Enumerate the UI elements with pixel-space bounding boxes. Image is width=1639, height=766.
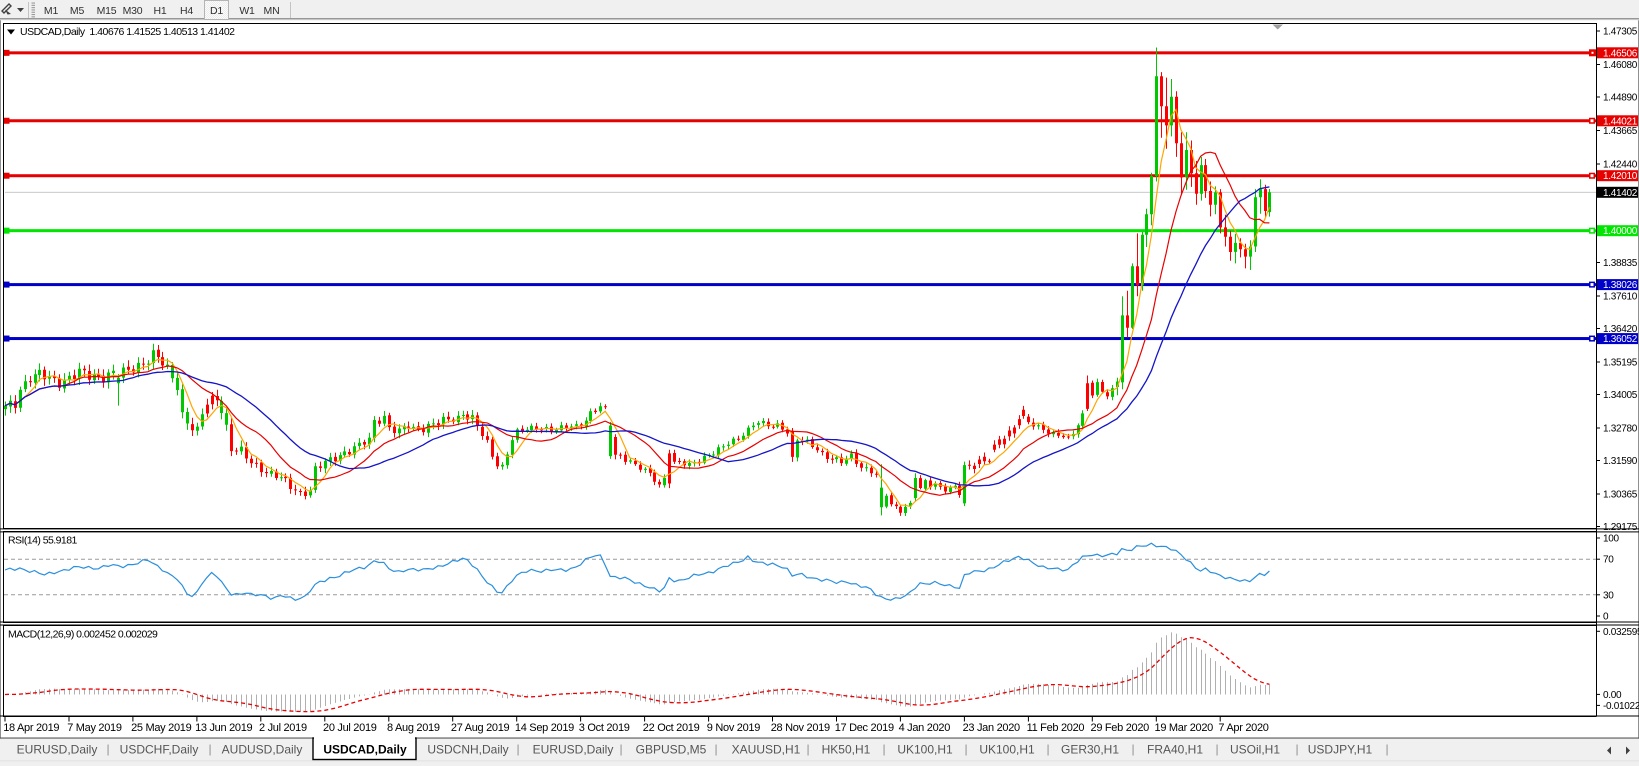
svg-text:USDCNH,Daily: USDCNH,Daily [427,743,508,757]
svg-text:|: | [1295,742,1298,756]
svg-text:4 Jan 2020: 4 Jan 2020 [899,722,951,734]
svg-text:USDCHF,Daily: USDCHF,Daily [120,743,199,757]
svg-text:1.30365: 1.30365 [1603,490,1638,501]
svg-text:W1: W1 [239,5,255,17]
svg-text:|: | [714,742,717,756]
svg-text:USDCAD,Daily 1.40676 1.41525: USDCAD,Daily 1.40676 1.41525 1.40513 1.4… [20,26,235,38]
svg-text:2 Jul 2019: 2 Jul 2019 [259,722,307,734]
svg-text:|: | [882,742,885,756]
svg-text:8 Aug 2019: 8 Aug 2019 [387,722,440,734]
svg-text:FRA40,H1: FRA40,H1 [1147,743,1203,757]
svg-text:|: | [964,742,967,756]
svg-text:|: | [208,742,211,756]
svg-text:MACD(12,26,9) 0.002452 0.00202: MACD(12,26,9) 0.002452 0.002029 [8,629,158,641]
svg-text:1.36420: 1.36420 [1603,324,1638,335]
svg-text:1.29175: 1.29175 [1603,522,1638,533]
svg-text:0.00: 0.00 [1603,690,1622,701]
svg-text:1.42440: 1.42440 [1603,160,1638,171]
svg-text:0.032595: 0.032595 [1603,627,1639,638]
svg-text:M30: M30 [123,5,143,17]
svg-text:XAUUSD,H1: XAUUSD,H1 [732,743,801,757]
svg-text:19 Mar 2020: 19 Mar 2020 [1155,722,1214,734]
svg-text:22 Oct 2019: 22 Oct 2019 [643,722,700,734]
svg-text:|: | [619,742,622,756]
svg-text:28 Nov 2019: 28 Nov 2019 [771,722,830,734]
svg-text:0: 0 [1603,612,1609,623]
svg-text:7 May 2019: 7 May 2019 [67,722,122,734]
svg-text:|: | [1215,742,1218,756]
svg-text:1.41402: 1.41402 [1603,188,1638,199]
svg-text:17 Dec 2019: 17 Dec 2019 [835,722,894,734]
svg-text:1.44890: 1.44890 [1603,93,1638,104]
svg-text:23 Jan 2020: 23 Jan 2020 [963,722,1020,734]
svg-text:1.46080: 1.46080 [1603,60,1638,71]
svg-text:|: | [1385,742,1388,756]
svg-text:1.35195: 1.35195 [1603,358,1638,369]
svg-text:100: 100 [1603,534,1620,545]
svg-text:USDJPY,H1: USDJPY,H1 [1308,743,1373,757]
svg-text:GBPUSD,M5: GBPUSD,M5 [636,743,707,757]
svg-text:70: 70 [1603,555,1614,566]
svg-text:27 Aug 2019: 27 Aug 2019 [451,722,510,734]
svg-text:18 Apr 2019: 18 Apr 2019 [3,722,59,734]
svg-text:25 May 2019: 25 May 2019 [131,722,191,734]
svg-text:1.47305: 1.47305 [1603,27,1638,38]
svg-text:1.37610: 1.37610 [1603,292,1638,303]
svg-text:HK50,H1: HK50,H1 [822,743,871,757]
svg-text:1.36052: 1.36052 [1603,334,1638,345]
svg-text:|: | [516,742,519,756]
svg-text:UK100,H1: UK100,H1 [979,743,1035,757]
svg-text:H1: H1 [153,5,166,17]
svg-text:M5: M5 [70,5,85,17]
svg-text:AUDUSD,Daily: AUDUSD,Daily [222,743,303,757]
svg-text:1.38026: 1.38026 [1603,280,1638,291]
svg-text:EURUSD,Daily: EURUSD,Daily [533,743,614,757]
svg-text:3 Oct 2019: 3 Oct 2019 [579,722,630,734]
svg-text:|: | [806,742,809,756]
svg-text:7 Apr 2020: 7 Apr 2020 [1218,722,1268,734]
svg-text:|: | [1046,742,1049,756]
svg-text:MN: MN [264,5,280,17]
svg-text:GER30,H1: GER30,H1 [1061,743,1119,757]
svg-text:13 Jun 2019: 13 Jun 2019 [195,722,252,734]
svg-text:1.43665: 1.43665 [1603,126,1638,137]
svg-text:EURUSD,Daily: EURUSD,Daily [17,743,98,757]
svg-text:UK100,H1: UK100,H1 [897,743,953,757]
svg-text:1.31590: 1.31590 [1603,456,1638,467]
svg-text:14 Sep 2019: 14 Sep 2019 [515,722,574,734]
svg-text:1.42010: 1.42010 [1603,171,1638,182]
svg-text:9 Nov 2019: 9 Nov 2019 [707,722,760,734]
svg-text:29 Feb 2020: 29 Feb 2020 [1091,722,1150,734]
svg-text:1.40000: 1.40000 [1603,226,1638,237]
svg-text:1.44021: 1.44021 [1603,116,1638,127]
svg-text:30: 30 [1603,590,1614,601]
svg-text:M15: M15 [97,5,117,17]
svg-text:USDCAD,Daily: USDCAD,Daily [323,743,407,757]
svg-text:|: | [106,742,109,756]
svg-text:H4: H4 [180,5,193,17]
svg-text:USOil,H1: USOil,H1 [1230,743,1280,757]
svg-text:|: | [1131,742,1134,756]
svg-text:1.46506: 1.46506 [1603,48,1638,59]
svg-text:1.38835: 1.38835 [1603,258,1638,269]
svg-text:1.32780: 1.32780 [1603,424,1638,435]
svg-text:-0.010227: -0.010227 [1603,701,1639,712]
svg-text:RSI(14) 55.9181: RSI(14) 55.9181 [8,535,78,547]
svg-text:M1: M1 [44,5,59,17]
svg-text:D1: D1 [210,5,223,17]
svg-text:20 Jul 2019: 20 Jul 2019 [323,722,377,734]
svg-text:1.34005: 1.34005 [1603,390,1638,401]
svg-text:11 Feb 2020: 11 Feb 2020 [1027,722,1085,734]
